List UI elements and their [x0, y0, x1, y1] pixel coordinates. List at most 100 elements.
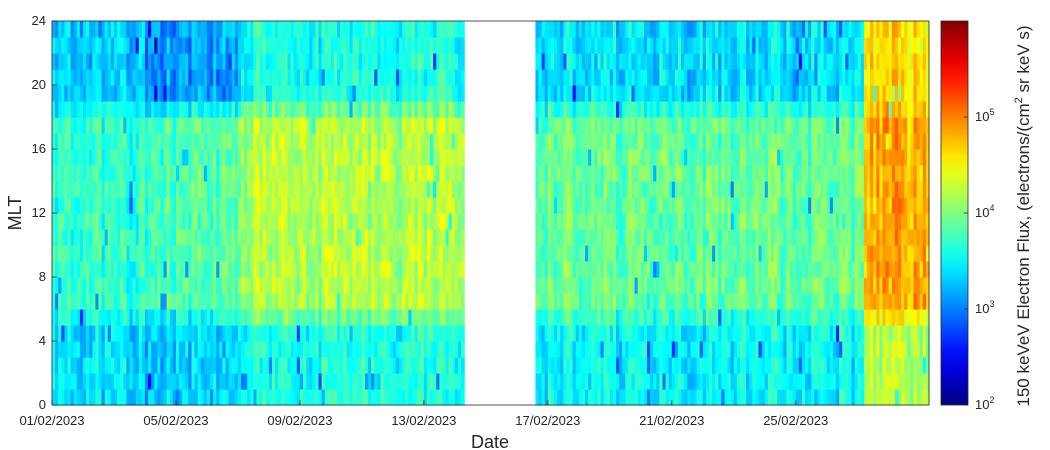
heatmap-cell	[603, 389, 608, 406]
heatmap-cell	[612, 69, 617, 86]
heatmap-cell	[461, 101, 465, 118]
heatmap-cell	[662, 117, 667, 134]
heatmap-cell	[172, 325, 177, 342]
heatmap-cell	[321, 309, 326, 326]
heatmap-cell	[315, 37, 320, 54]
heatmap-cell	[600, 197, 605, 214]
heatmap-cell	[95, 357, 100, 374]
heatmap-cell	[535, 341, 540, 358]
heatmap-cell	[290, 101, 295, 118]
heatmap-cell	[293, 37, 298, 54]
heatmap-cell	[392, 229, 397, 246]
heatmap-cell	[591, 245, 595, 262]
heatmap-cell	[315, 117, 320, 134]
heatmap-cell	[219, 149, 224, 166]
heatmap-cell	[86, 197, 90, 214]
heatmap-cell	[668, 229, 673, 246]
heatmap-cell	[203, 357, 208, 374]
heatmap-cell	[371, 277, 375, 294]
heatmap-cell	[609, 69, 614, 86]
heatmap-cell	[265, 213, 270, 230]
heatmap-cell	[535, 229, 540, 246]
heatmap-cell	[262, 101, 267, 118]
heatmap-cell	[622, 357, 626, 374]
heatmap-cell	[321, 213, 326, 230]
heatmap-cell	[681, 245, 685, 262]
heatmap-cell	[200, 213, 205, 230]
heatmap-cell	[659, 101, 664, 118]
heatmap-cell	[451, 85, 456, 102]
heatmap-cell	[743, 181, 747, 198]
heatmap-cell	[191, 293, 196, 310]
heatmap-cell	[141, 53, 146, 70]
heatmap-cell	[64, 277, 69, 294]
heatmap-cell	[98, 37, 103, 54]
heatmap-cell	[758, 325, 763, 342]
heatmap-cell	[439, 165, 444, 182]
heatmap-cell	[399, 165, 403, 182]
heatmap-cell	[138, 53, 143, 70]
heatmap-cell	[92, 309, 96, 326]
heatmap-cell	[454, 53, 459, 70]
heatmap-cell	[110, 245, 115, 262]
heatmap-cell	[721, 117, 726, 134]
heatmap-cell	[364, 117, 369, 134]
heatmap-cell	[712, 293, 716, 310]
heatmap-cell	[628, 85, 633, 102]
heatmap-cell	[337, 341, 341, 358]
heatmap-cell	[160, 37, 165, 54]
heatmap-cell	[144, 357, 149, 374]
heatmap-cell	[554, 213, 558, 230]
heatmap-cell	[603, 229, 608, 246]
heatmap-cell	[58, 325, 62, 342]
heatmap-cell	[231, 245, 236, 262]
heatmap-cell	[417, 213, 422, 230]
heatmap-cell	[364, 261, 369, 278]
heatmap-cell	[743, 117, 747, 134]
heatmap-cell	[724, 149, 729, 166]
heatmap-cell	[461, 197, 465, 214]
heatmap-cell	[324, 309, 329, 326]
heatmap-cell	[445, 213, 450, 230]
heatmap-cell	[715, 213, 719, 230]
heatmap-cell	[67, 21, 72, 38]
heatmap-cell	[188, 309, 193, 326]
heatmap-cell	[188, 101, 193, 118]
heatmap-cell	[681, 69, 685, 86]
heatmap-cell	[244, 229, 248, 246]
heatmap-cell	[126, 341, 131, 358]
heatmap-cell	[154, 37, 158, 54]
heatmap-cell	[172, 69, 177, 86]
heatmap-cell	[70, 85, 75, 102]
heatmap-cell	[144, 325, 149, 342]
heatmap-cell	[671, 293, 676, 310]
heatmap-cell	[135, 229, 140, 246]
heatmap-cell	[265, 165, 270, 182]
heatmap-cell	[578, 197, 583, 214]
heatmap-cell	[76, 325, 81, 342]
heatmap-cell	[718, 85, 722, 102]
heatmap-cell	[541, 325, 546, 342]
heatmap-cell	[281, 341, 286, 358]
heatmap-cell	[154, 277, 158, 294]
heatmap-cell	[699, 325, 704, 342]
heatmap-cell	[225, 357, 230, 374]
heatmap-cell	[138, 293, 143, 310]
heatmap-cell	[343, 165, 347, 182]
heatmap-cell	[343, 197, 347, 214]
heatmap-cell	[361, 277, 366, 294]
heatmap-cell	[138, 309, 143, 326]
heatmap-cell	[668, 389, 673, 406]
heatmap-cell	[355, 389, 360, 406]
heatmap-cell	[179, 261, 183, 278]
heatmap-cell	[764, 293, 769, 310]
heatmap-cell	[671, 277, 676, 294]
heatmap-cell	[554, 245, 558, 262]
heatmap-cell	[138, 389, 143, 406]
heatmap-cell	[275, 101, 279, 118]
heatmap-cell	[231, 325, 236, 342]
heatmap-cell	[61, 261, 65, 278]
heatmap-cell	[746, 181, 750, 198]
heatmap-cell	[733, 101, 738, 118]
heatmap-cell	[113, 21, 118, 38]
